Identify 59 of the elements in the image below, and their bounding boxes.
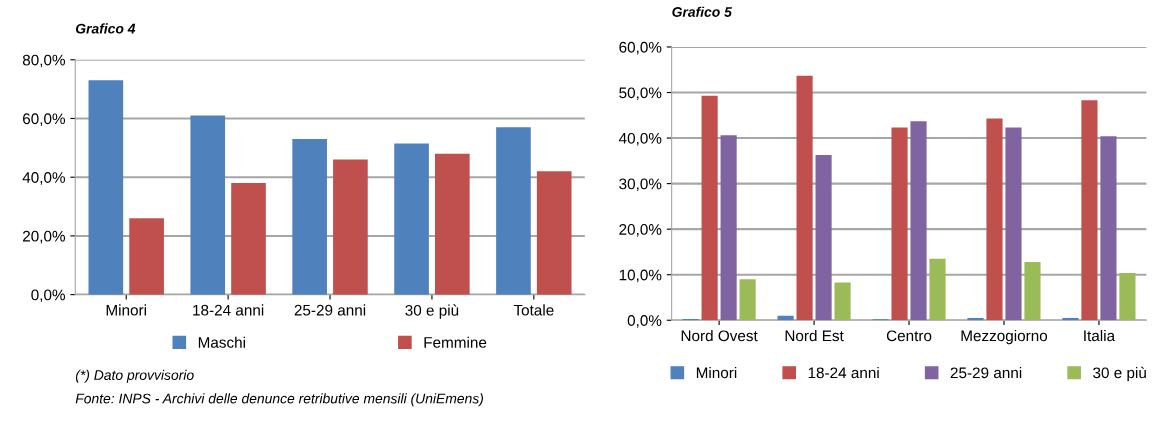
bar	[333, 159, 368, 295]
y-tick-label: 60,0%	[23, 113, 66, 126]
x-tick-label: Nord Ovest	[681, 329, 758, 342]
bar	[834, 282, 851, 321]
x-tick-label: Italia	[1084, 329, 1116, 342]
y-tick-label: 20,0%	[619, 224, 662, 237]
y-tick-label: 10,0%	[619, 269, 662, 283]
bar	[88, 80, 124, 295]
bar	[929, 258, 946, 321]
bar	[394, 143, 429, 295]
y-tick-label: 0,0%	[31, 289, 66, 303]
bar	[190, 115, 226, 295]
bar	[1081, 100, 1098, 321]
bar	[129, 218, 164, 295]
x-tick-label: Minori	[106, 304, 146, 316]
y-tick-label: 20,0%	[23, 230, 66, 244]
bar	[434, 153, 470, 295]
x-tick-label: Centro	[886, 330, 932, 342]
bar	[292, 139, 327, 295]
bar	[967, 317, 984, 321]
bar	[1119, 272, 1136, 321]
chart-title: Grafico 5	[672, 6, 733, 17]
y-tick-label: 0,0%	[627, 315, 662, 328]
legend-label: Maschi	[198, 336, 245, 348]
bar	[496, 127, 531, 295]
bar	[796, 75, 813, 321]
bar	[910, 121, 927, 321]
bar	[815, 154, 832, 321]
bar	[891, 127, 908, 321]
legend-label: 30 e più	[1093, 366, 1146, 382]
legend-label: Femmine	[424, 336, 487, 348]
legend-label: Minori	[696, 366, 737, 379]
x-tick-label: Mezzogiorno	[961, 329, 1048, 345]
bar	[739, 279, 756, 321]
source-note: Fonte: INPS - Archivi delle denunce retributive mensili (UniEmens)	[75, 393, 484, 407]
bar	[231, 183, 266, 295]
legend-label: 25-29 anni	[950, 366, 1022, 379]
x-tick-label: 25-29 anni	[294, 304, 366, 316]
bar	[1024, 261, 1041, 321]
bar	[986, 118, 1003, 321]
y-tick-label: 30,0%	[619, 178, 662, 192]
text: (*) Dato provvisorio	[75, 369, 194, 383]
y-tick-label: 40,0%	[22, 172, 66, 185]
y-tick-label: 40,0%	[618, 132, 662, 146]
legend-label: 18-24 anni	[808, 366, 879, 379]
y-tick-label: 50,0%	[619, 87, 662, 101]
bar	[1005, 127, 1022, 321]
bar	[1100, 136, 1117, 321]
x-tick-label: Totale	[513, 304, 554, 316]
chart-title: Grafico 4	[75, 23, 136, 34]
bar	[536, 171, 572, 295]
x-tick-label: 30 e più	[405, 304, 459, 319]
bar	[1062, 317, 1079, 321]
bar	[720, 135, 737, 321]
y-tick-label: 80,0%	[22, 54, 66, 68]
x-tick-label: Nord Est	[785, 329, 844, 342]
x-tick-label: 18-24 anni	[193, 304, 264, 316]
bar	[701, 95, 718, 321]
y-tick-label: 60,0%	[619, 41, 662, 55]
